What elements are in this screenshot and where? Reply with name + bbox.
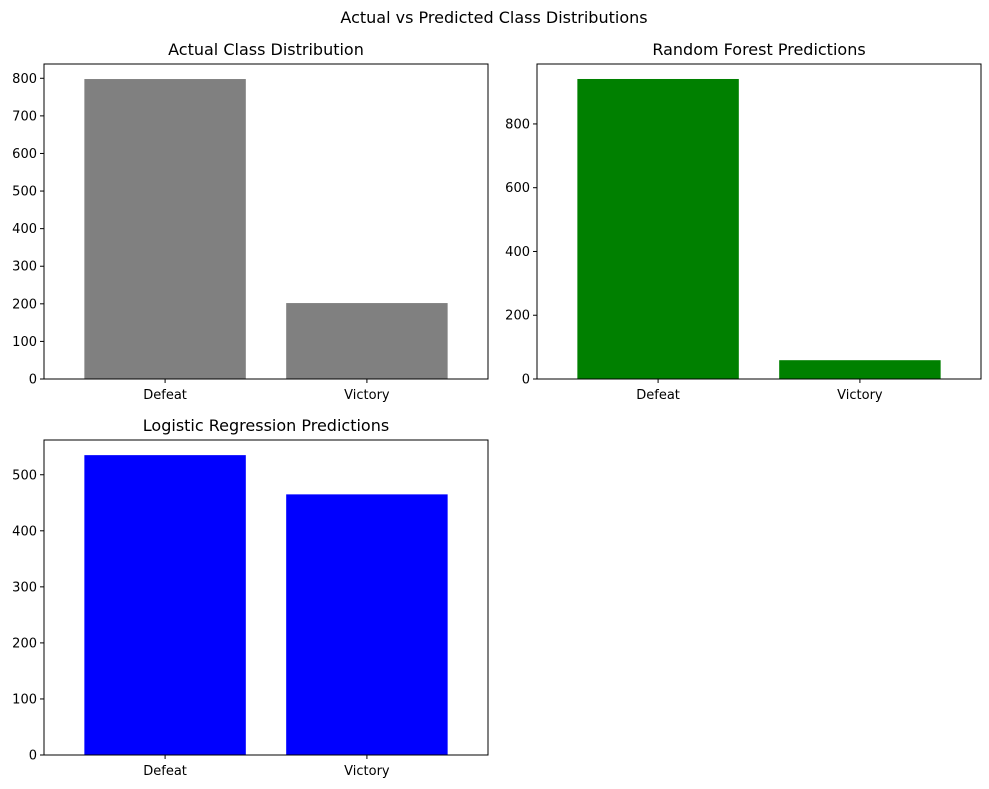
bar-victory (779, 360, 941, 379)
bar-defeat (84, 455, 246, 755)
axes-frame (43, 439, 489, 756)
bar-victory (286, 494, 448, 755)
y-tick-label: 300 (12, 580, 37, 595)
x-tick-label-defeat: Defeat (143, 764, 187, 779)
subplot-logistic-regression-predictions: Logistic Regression Predictions 0 100 200 30… (12, 416, 489, 779)
y-tick-label: 200 (12, 636, 37, 651)
y-tick-label: 500 (12, 185, 37, 200)
y-tick-label: 400 (12, 524, 37, 539)
y-tick-label: 600 (12, 147, 37, 162)
x-tick-label-victory: Victory (344, 388, 390, 403)
y-tick-label: 400 (505, 245, 530, 260)
y-tick-label: 0 (29, 749, 37, 764)
subplot-title: Random Forest Predictions (652, 40, 865, 59)
y-tick-label: 200 (505, 309, 530, 324)
y-tick-label: 0 (29, 373, 37, 388)
axes-frame (43, 63, 489, 380)
subplot-random-forest-predictions: Random Forest Predictions 0 200 400 600 800 De… (505, 40, 982, 403)
subplot-title: Logistic Regression Predictions (143, 416, 389, 435)
y-tick-label: 100 (12, 692, 37, 707)
y-tick-label: 400 (12, 222, 37, 237)
y-tick-label: 300 (12, 260, 37, 275)
y-tick-label: 800 (12, 72, 37, 87)
x-tick-label-victory: Victory (344, 764, 390, 779)
bar-victory (286, 303, 448, 379)
y-tick-label: 100 (12, 335, 37, 350)
bar-defeat (84, 79, 246, 379)
y-tick-label: 200 (12, 297, 37, 312)
y-tick-label: 0 (522, 373, 530, 388)
bar-defeat (577, 78, 739, 380)
figure-suptitle: Actual vs Predicted Class Distributions (340, 8, 647, 27)
y-tick-label: 500 (12, 468, 37, 483)
y-tick-label: 600 (505, 181, 530, 196)
y-tick-label: 800 (505, 117, 530, 132)
y-tick-label: 700 (12, 109, 37, 124)
x-tick-label-defeat: Defeat (143, 388, 187, 403)
x-tick-label-victory: Victory (837, 388, 883, 403)
x-tick-label-defeat: Defeat (636, 388, 680, 403)
subplot-actual-class-distribution: Actual Class Distribution 0 100 200 300 400 50… (12, 40, 489, 403)
subplot-title: Actual Class Distribution (168, 40, 364, 59)
axes-frame (536, 63, 982, 380)
